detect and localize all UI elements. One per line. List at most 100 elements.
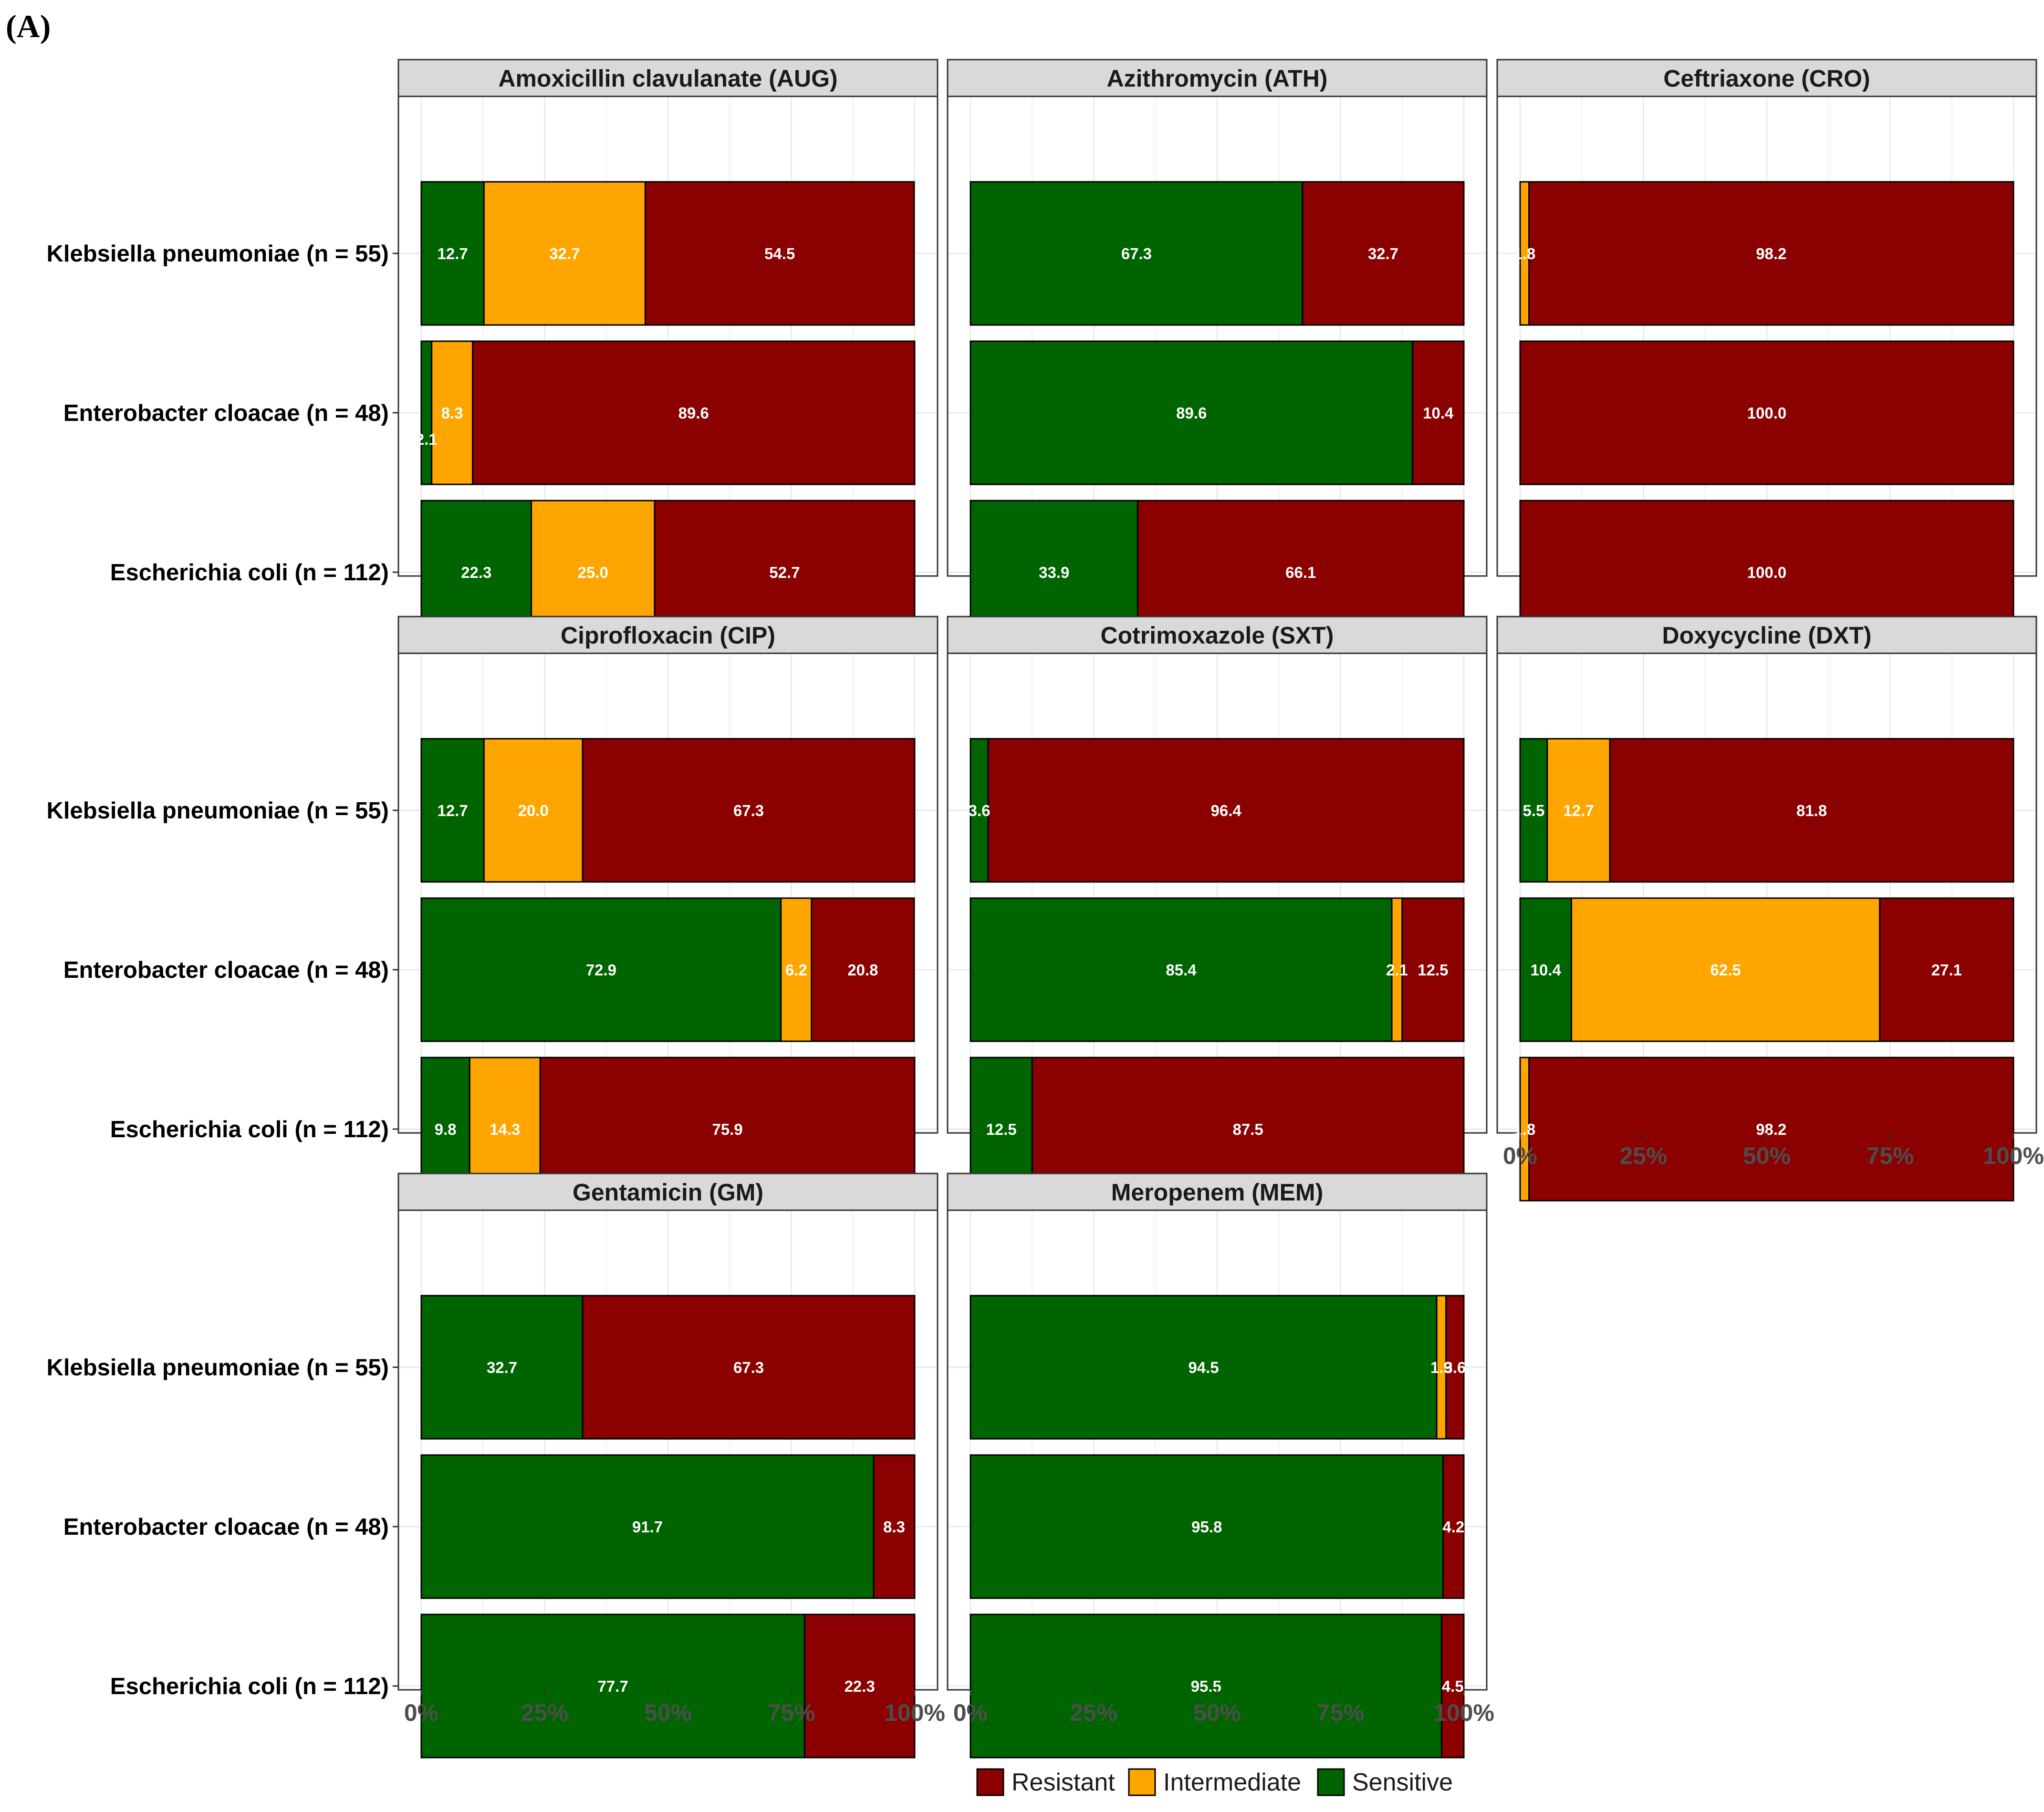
x-tick-label: 50% (1193, 1699, 1241, 1726)
legend-item-sensitive: Sensitive (1317, 1768, 1453, 1796)
data-label: 12.7 (438, 245, 468, 262)
x-tick-label: 50% (644, 1699, 692, 1726)
x-tick-label: 75% (1866, 1142, 1914, 1169)
data-label: 6.2 (785, 961, 807, 979)
panel-title: Cotrimoxazole (SXT) (1101, 622, 1334, 649)
panel-title: Azithromycin (ATH) (1107, 65, 1328, 92)
legend-swatch (976, 1768, 1004, 1796)
data-label: 12.5 (1418, 961, 1448, 979)
bar-segment-sensitive (420, 1454, 875, 1599)
data-label: 20.0 (518, 802, 549, 819)
data-label: 27.1 (1931, 961, 1962, 979)
y-tick-label: Klebsiella pneumoniae (n = 55) (46, 1355, 389, 1381)
legend-label: Intermediate (1163, 1769, 1301, 1796)
data-label: 95.5 (1191, 1677, 1221, 1695)
bar-segment-sensitive (970, 1454, 1444, 1599)
data-label: 8.3 (883, 1518, 905, 1536)
data-label: 1.9 (1430, 1359, 1452, 1376)
panel-title: Doxycycline (DXT) (1662, 622, 1871, 649)
bar-segment-sensitive (970, 1295, 1438, 1440)
data-label: 8.3 (441, 404, 463, 422)
bar-segment-sensitive (420, 1613, 805, 1759)
y-tick-label: Klebsiella pneumoniae (n = 55) (46, 241, 389, 267)
data-label: 4.2 (1442, 1518, 1464, 1536)
data-label: 10.4 (1531, 961, 1562, 979)
data-label: 12.5 (986, 1121, 1017, 1138)
data-label: 32.7 (487, 1359, 517, 1376)
figure-label: (A) (6, 8, 51, 44)
bar-segment-sensitive (420, 897, 782, 1042)
y-axis-labels: Klebsiella pneumoniae (n = 55) Enterobact… (46, 241, 398, 1699)
data-label: 1.8 (1513, 245, 1535, 262)
bar-segment-sensitive (420, 1295, 584, 1440)
x-tick-label: 100% (1433, 1699, 1494, 1726)
x-axes: 0% 25% 50% 75% 100% 0% 25% 50% 75% 100% 0% 25% 50% 75… (404, 1133, 2044, 1726)
data-label: 3.6 (1444, 1359, 1466, 1376)
bar-segment-intermediate (483, 738, 584, 883)
bar-segment-resistant (1302, 181, 1465, 326)
legend-label: Sensitive (1352, 1769, 1453, 1796)
data-label: 77.7 (598, 1677, 628, 1695)
data-label: 2.1 (1386, 961, 1408, 979)
bar-segment-resistant (1440, 1613, 1465, 1759)
bar-segment-sensitive (970, 1613, 1442, 1759)
panel-2: Azithromycin (ATH) 67.3 32.7 89.6 10.4 33.9 66… (947, 59, 1488, 645)
bar-segment-resistant (987, 738, 1465, 883)
data-label: 100.0 (1747, 404, 1787, 422)
data-label: 100.0 (1747, 564, 1787, 581)
data-label: 33.9 (1039, 564, 1069, 581)
data-label: 75.9 (712, 1121, 742, 1138)
data-label: 22.3 (461, 564, 491, 581)
bar-segment-sensitive (970, 897, 1393, 1042)
data-label: 3.6 (969, 802, 991, 819)
bar-segment-resistant (472, 340, 916, 485)
bar-segment-resistant (1609, 738, 2014, 883)
data-label: 98.2 (1756, 1121, 1786, 1138)
data-label: 10.4 (1423, 404, 1454, 422)
data-label: 22.3 (845, 1677, 875, 1695)
facet-panels: Amoxicillin clavulanate (AUG) 12.7 32.7 54.… (397, 59, 2037, 1759)
x-tick-label: 75% (1316, 1699, 1364, 1726)
panel-title: Gentamicin (GM) (573, 1179, 763, 1206)
bar-segment-resistant (582, 1295, 916, 1440)
panel-6: Doxycycline (DXT) 5.5 12.7 81.8 10.4 62.5 27.1… (1496, 616, 2037, 1202)
bar-segment-sensitive (420, 181, 485, 326)
bar-segment-intermediate (483, 181, 646, 326)
data-label: 25.0 (578, 564, 608, 581)
data-label: 96.4 (1210, 802, 1241, 819)
bar-segment-resistant (1528, 1057, 2014, 1202)
y-tick-label: Escherichia coli (n = 112) (110, 560, 389, 586)
data-label: 5.5 (1523, 802, 1544, 819)
bar-segment-resistant (644, 181, 915, 326)
data-label: 67.3 (733, 802, 764, 819)
y-tick-label: Enterobacter cloacae (n = 48) (63, 400, 389, 426)
data-label: 62.5 (1710, 961, 1741, 979)
data-label: 1.8 (1513, 1121, 1535, 1138)
x-tick-label: 75% (767, 1699, 815, 1726)
panel-5: Cotrimoxazole (SXT) 3.6 96.4 85.4 2.1 12.5 12.… (947, 616, 1488, 1202)
x-tick-label: 25% (1619, 1142, 1667, 1169)
bar-segment-resistant (582, 738, 916, 883)
data-label: 85.4 (1166, 961, 1197, 979)
panel-strip (1496, 59, 2037, 97)
data-label: 67.3 (733, 1359, 764, 1376)
panel-7: Gentamicin (GM) 32.7 67.3 91.7 8.3 77.7 22.3 (397, 1173, 939, 1759)
data-label: 67.3 (1121, 245, 1152, 262)
panel-title: Ciprofloxacin (CIP) (561, 622, 775, 649)
bar-segment-sensitive (420, 340, 433, 485)
data-label: 95.8 (1191, 1518, 1222, 1536)
data-label: 52.7 (769, 564, 800, 581)
data-label: 89.6 (678, 404, 709, 422)
x-tick-label: 25% (1070, 1699, 1117, 1726)
bar-segment-resistant (1445, 1295, 1465, 1440)
bar-segment-resistant (1442, 1454, 1465, 1599)
bar-segment-resistant (1519, 340, 2014, 485)
bar-segment-resistant (803, 1613, 916, 1759)
data-label: 32.7 (1368, 245, 1398, 262)
data-label: 87.5 (1233, 1121, 1263, 1138)
bar-segment-sensitive (970, 181, 1304, 326)
bar-segment-resistant (873, 1454, 916, 1599)
panel-strip (397, 1173, 939, 1211)
x-tick-label: 0% (953, 1699, 988, 1726)
